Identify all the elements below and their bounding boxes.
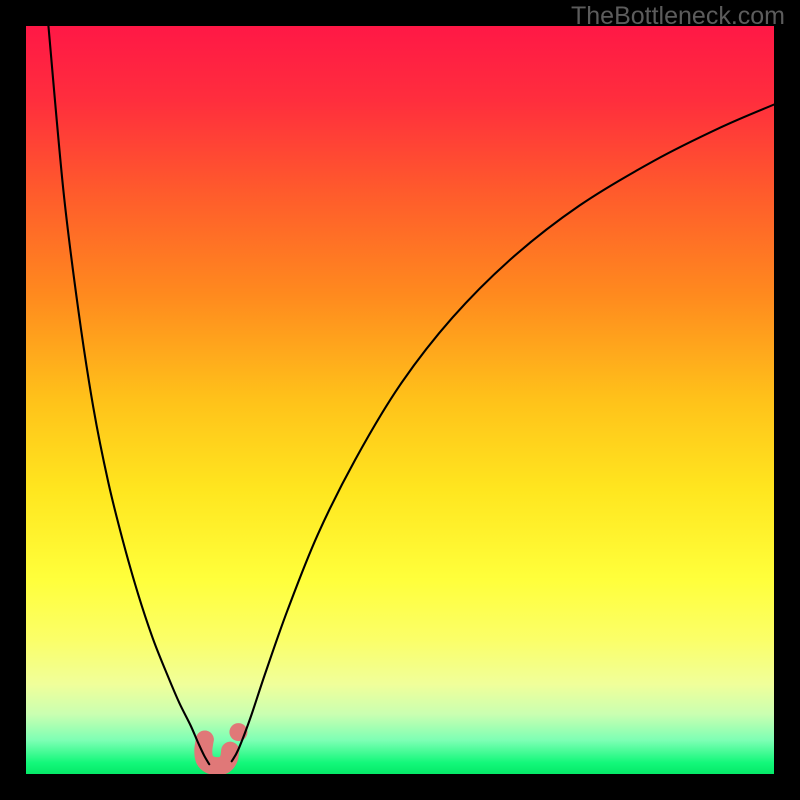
- watermark-text: TheBottleneck.com: [571, 2, 785, 31]
- left-curve: [48, 26, 209, 764]
- plot-area: [26, 26, 774, 774]
- right-curve: [232, 105, 774, 762]
- chart-container: TheBottleneck.com: [0, 0, 800, 800]
- bottleneck-curve-chart: [26, 26, 774, 774]
